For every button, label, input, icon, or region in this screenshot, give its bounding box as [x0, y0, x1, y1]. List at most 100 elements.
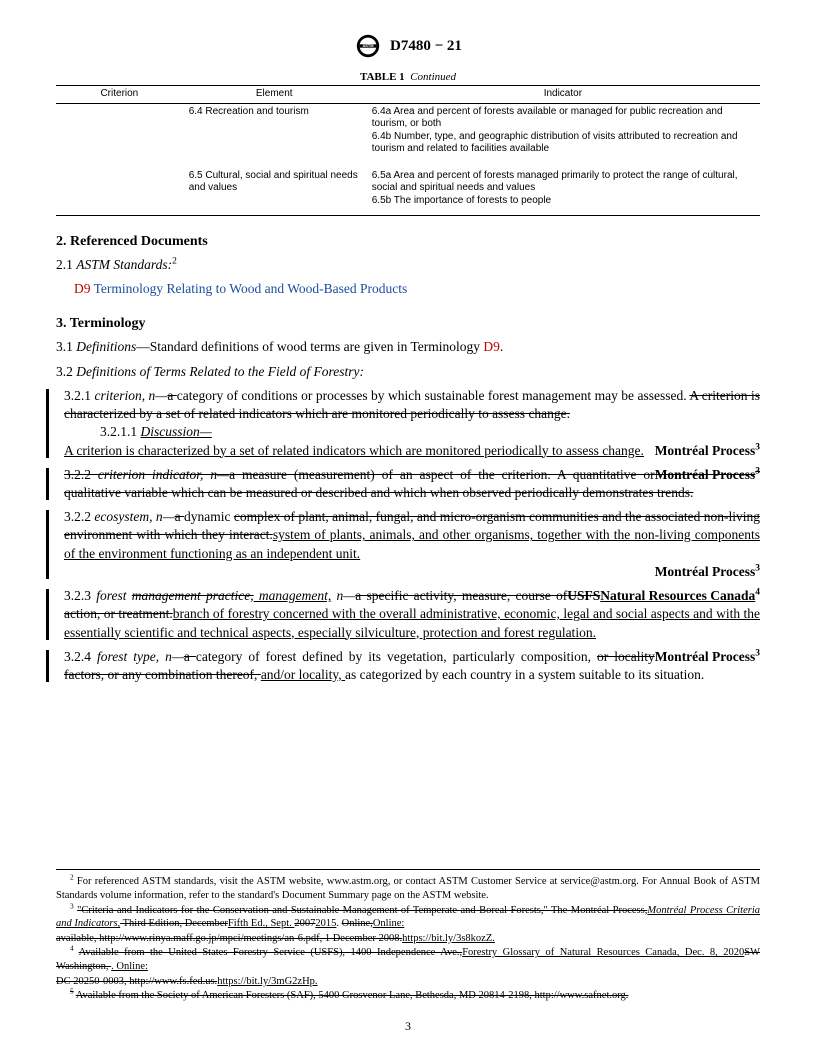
footnote-ref-2: 2 — [172, 257, 177, 267]
fn3-ins: Online: — [373, 918, 405, 929]
cell-element: 6.5 Cultural, social and spiritual needs… — [183, 168, 366, 216]
del-term: management practice, — [132, 588, 254, 603]
ins-text: and/or locality, — [261, 667, 345, 682]
footnotes: 2 For referenced ASTM standards, visit t… — [56, 869, 760, 1004]
link-d9-inline[interactable]: D9 — [483, 339, 500, 354]
table-row: 6.5 Cultural, social and spiritual needs… — [56, 168, 760, 216]
sec-3.1-label: Definitions — [76, 339, 136, 354]
del-text: a — [184, 649, 196, 664]
def-body: category of conditions or processes by w… — [177, 388, 690, 403]
th-criterion: Criterion — [56, 86, 183, 104]
disc-num: 3.2.1.1 — [100, 424, 141, 439]
sec-3.2-num: 3.2 — [56, 364, 76, 379]
def-3.2.2: 3.2.2 ecosystem, n—a dynamic complex of … — [56, 508, 760, 581]
ins-term: management, — [254, 588, 332, 603]
doc-header: ASTM D7480 − 21 — [56, 32, 760, 65]
para-3.1: 3.1 Definitions—Standard definitions of … — [56, 338, 760, 356]
def-body: dynamic — [184, 509, 234, 524]
source-label: Montréal Process — [655, 467, 756, 482]
ins-text: A criterion is characterized by a set of… — [64, 443, 644, 458]
cell-element: 6.4 Recreation and tourism — [183, 103, 366, 158]
def-num: 3.2.1 — [64, 388, 94, 403]
footnote-4: 4 Available from the United States Fores… — [56, 946, 760, 973]
def-body-2: as categorized by each country in a syst… — [345, 667, 704, 682]
doc-id: D7480 − 21 — [390, 38, 462, 55]
footnote-3b: available, http://www.rinya.maff.go.jp/m… — [56, 932, 760, 946]
fn4b-ins: https://bit.ly/3mG2zHp. — [217, 976, 317, 987]
fn4-ins: Forestry Glossary of Natural Resources C… — [462, 947, 744, 958]
para-3.2: 3.2 Definitions of Terms Related to the … — [56, 363, 760, 381]
cell-indicator: 6.4a Area and percent of forests availab… — [366, 103, 760, 158]
sec-3.2-label: Definitions of Terms Related to the Fiel… — [76, 364, 364, 379]
table-row: 6.4 Recreation and tourism 6.4a Area and… — [56, 103, 760, 158]
fn3-del: Third Edition, December — [120, 918, 228, 929]
disc-label: Discussion— — [141, 424, 212, 439]
cell-indicator: 6.5a Area and percent of forests managed… — [366, 168, 760, 216]
section-2-heading: 2. Referenced Documents — [56, 234, 760, 250]
fn4-ins: . Online: — [111, 961, 148, 972]
footnote-ref-3: 3 — [755, 466, 760, 476]
astm-logo-icon: ASTM — [354, 32, 382, 60]
def-term: ecosystem, n— — [94, 509, 174, 524]
table-1: Criterion Element Indicator 6.4 Recreati… — [56, 85, 760, 216]
cell-criterion — [56, 168, 183, 216]
th-indicator: Indicator — [366, 86, 760, 104]
del-text: a — [167, 388, 176, 403]
def-num: 3.2.4 — [64, 649, 97, 664]
footnote-5: 5 Available from the Society of American… — [56, 989, 760, 1003]
sec-3.1-end: . — [500, 339, 503, 354]
source-label: Montréal Process — [655, 443, 756, 458]
page: ASTM D7480 − 21 TABLE 1 Continued Criter… — [0, 0, 816, 1056]
table-caption-label: TABLE 1 — [360, 71, 405, 83]
footnote-2: 2 For referenced ASTM standards, visit t… — [56, 875, 760, 902]
link-d9[interactable]: D9 — [74, 281, 91, 296]
def-num: 3.2.2 — [64, 509, 94, 524]
page-number: 3 — [0, 1019, 816, 1034]
def-body: category of forest defined by its vegeta… — [196, 649, 597, 664]
source-montreal: Montréal Process3 — [655, 466, 760, 484]
footnote-2-text: For referenced ASTM standards, visit the… — [56, 876, 760, 901]
source-montreal: Montréal Process3 — [64, 563, 760, 581]
fn3-del: "Criteria and Indicators for the Conserv… — [77, 905, 647, 916]
footnote-3: 3 "Criteria and Indicators for the Conse… — [56, 904, 760, 931]
def-num: 3.2.2 — [64, 467, 98, 482]
fn4b-del: DC 20250-0003, http://www.fs.fed.us. — [56, 976, 217, 987]
source-label: Montréal Process — [655, 564, 756, 579]
def-num: 3.2.3 — [64, 588, 96, 603]
ins-source: Natural Resources Canada — [600, 588, 755, 603]
svg-text:ASTM: ASTM — [363, 43, 374, 48]
fn3b-del: available, http://www.rinya.maff.go.jp/m… — [56, 933, 402, 944]
sec-2.1-num: 2.1 — [56, 257, 76, 272]
footnote-ref-3: 3 — [755, 563, 760, 573]
fn3-ins: 2015 — [315, 918, 336, 929]
fn3-ins: Fifth Ed., Sept. — [228, 918, 295, 929]
sec-3.1-num: 3.1 — [56, 339, 76, 354]
def-3.2.4: Montréal Process3 3.2.4 forest type, n—a… — [56, 648, 760, 684]
footnote-ref-4: 4 — [755, 588, 760, 598]
sec-2.1-label: ASTM Standards: — [76, 257, 172, 272]
def-term: criterion, n— — [94, 388, 167, 403]
footnote-ref-3: 3 — [755, 442, 760, 452]
def-3.2.2-deleted: Montréal Process3 3.2.2 criterion indica… — [56, 466, 760, 502]
th-element: Element — [183, 86, 366, 104]
def-term: forest type, n— — [97, 649, 184, 664]
source-label: Montréal Process — [655, 649, 756, 664]
del-source: USFS — [567, 588, 600, 603]
def-term: criterion indicator, n— — [98, 467, 229, 482]
def-term-post: n— — [331, 588, 355, 603]
def-term-pre: forest — [96, 588, 132, 603]
cell-criterion — [56, 103, 183, 158]
link-d9-title[interactable]: Terminology Relating to Wood and Wood-Ba… — [91, 281, 408, 296]
table-caption-continued: Continued — [410, 71, 456, 83]
footnote-4b: DC 20250-0003, http://www.fs.fed.us.http… — [56, 975, 760, 989]
def-3.2.3: USFSNatural Resources Canada4 3.2.3 fore… — [56, 587, 760, 642]
discussion-3.2.1.1-head: 3.2.1.1 Discussion— — [100, 423, 760, 441]
source-mixed: USFSNatural Resources Canada4 — [567, 587, 760, 605]
fn4-del: Available from the United States Forestr… — [79, 947, 463, 958]
section-3-heading: 3. Terminology — [56, 316, 760, 332]
footnote-ref-3: 3 — [755, 648, 760, 658]
fn3b-ins: https://bit.ly/3s8kozZ. — [402, 933, 495, 944]
table-header-row: Criterion Element Indicator — [56, 86, 760, 104]
del-text: a — [175, 509, 184, 524]
def-3.2.1: 3.2.1 criterion, n—a category of conditi… — [56, 387, 760, 460]
